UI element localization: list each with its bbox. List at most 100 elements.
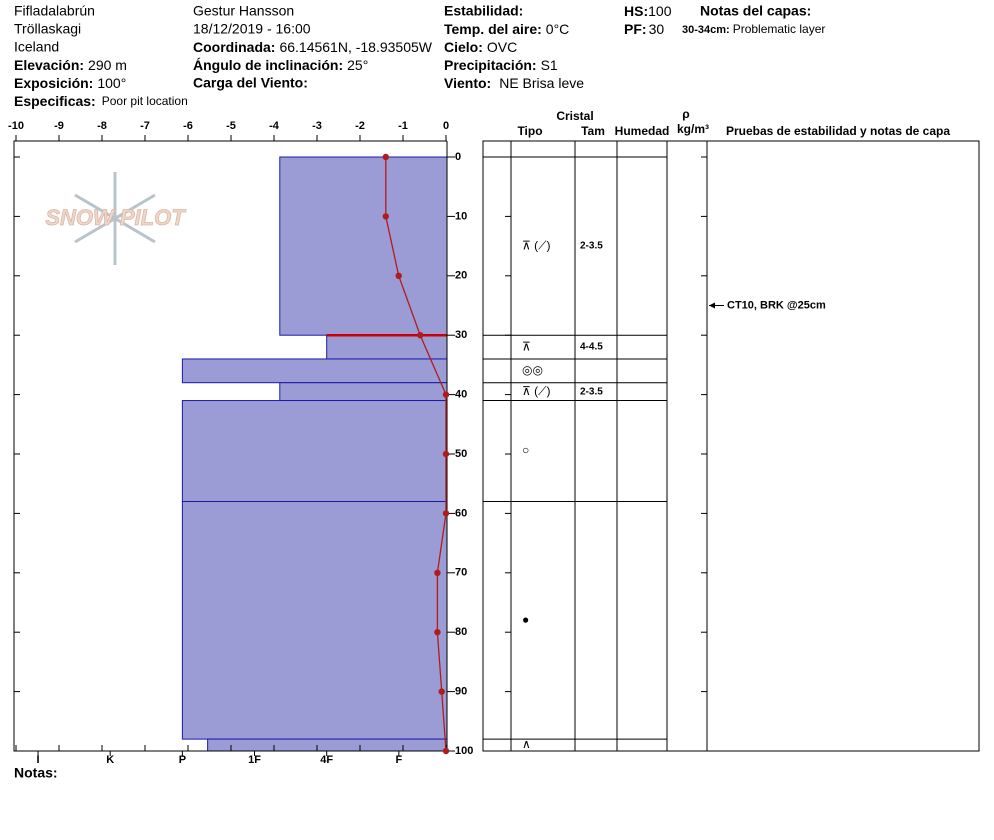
precipitation: Precipitación: S1: [444, 57, 558, 73]
value: OVC: [487, 39, 517, 55]
pf: PF: 30: [624, 21, 664, 37]
label: Temp. del aire:: [444, 21, 542, 37]
temperature-point: [442, 510, 450, 517]
y-tick-label: 50: [455, 448, 467, 460]
y-tick-label: 20: [455, 270, 467, 282]
text: Problematic layer: [733, 22, 826, 36]
datetime: 18/12/2019 - 16:00: [193, 21, 311, 37]
value: 100: [648, 3, 672, 19]
y-tick-label: 30: [455, 329, 467, 341]
test-note: CT10, BRK @25cm: [727, 299, 826, 311]
aspect: Exposición: 100°: [14, 75, 126, 91]
header-moisture: Humedad: [615, 124, 670, 138]
elevation: Elevación: 290 m: [14, 57, 127, 73]
header-size: Tam: [581, 124, 605, 138]
grain-type: ○: [522, 443, 529, 457]
grain-type: ◎◎: [522, 363, 543, 377]
place: Fifladalabrún: [14, 3, 95, 19]
temperature-point: [434, 569, 441, 576]
y-tick-label: 100: [455, 745, 473, 757]
y-tick-label: 10: [455, 210, 467, 222]
hardness-bar: [181, 501, 448, 740]
value: S1: [541, 57, 558, 73]
grain-size: 4-4.5: [580, 342, 603, 353]
hardness-tick-label: P: [179, 754, 186, 766]
hardness-bar: [207, 738, 448, 752]
temperature-point: [438, 688, 445, 695]
label: Ángulo de inclinación:: [193, 57, 343, 73]
temperature-point: [442, 747, 450, 755]
grain-type: ⊼ (⟋): [522, 238, 551, 252]
x-tick-label: -2: [355, 120, 365, 132]
value: 25°: [347, 57, 368, 73]
range: 30-34cm:: [682, 24, 730, 36]
temperature-point: [442, 450, 450, 458]
temperature-point: [417, 332, 424, 339]
grain-size: 2-3.5: [580, 386, 603, 397]
value: 30: [649, 21, 665, 37]
hardness-bar: [181, 358, 448, 384]
label: Exposición:: [14, 75, 93, 91]
x-tick-label: -4: [269, 120, 280, 132]
hardness-tick-label: K: [106, 754, 114, 766]
specifics: Especificas: Poor pit location: [14, 93, 188, 109]
flake: [74, 193, 156, 244]
value: NE Brisa leve: [499, 75, 584, 91]
layer-notes-label: Notas del capas:: [700, 3, 811, 19]
value: 100°: [97, 75, 126, 91]
test-arrowhead: [709, 302, 715, 309]
label: Viento:: [444, 75, 491, 91]
header-crystal: Cristal: [556, 109, 593, 123]
grain-type: ⊼: [522, 339, 531, 353]
y-tick-label: 70: [455, 567, 467, 579]
x-tick-label: -3: [312, 120, 322, 132]
y-tick-label: 60: [455, 507, 467, 519]
y-tick-label: 90: [455, 686, 467, 698]
hs: HS:100: [624, 3, 672, 19]
grain-type: ⊼ (⟋): [522, 384, 551, 398]
grain-size: 2-3.5: [580, 241, 603, 252]
header: Fifladalabrún Tröllaskagi Iceland Elevac…: [14, 3, 825, 109]
header-density-unit: kg/m³: [677, 122, 709, 136]
hardness-bar: [279, 382, 448, 402]
temperature-point: [442, 391, 450, 398]
x-tick-label: -10: [8, 120, 24, 132]
logo: [74, 172, 156, 265]
sky: Cielo: OVC: [444, 39, 517, 55]
header-type: Tipo: [517, 124, 542, 138]
notes-label: Notas:: [14, 765, 58, 781]
observer: Gestur Hansson: [193, 3, 294, 19]
grain-type: ∧: [522, 737, 531, 751]
header-density-symbol: ρ: [682, 107, 689, 121]
hardness-bar: [181, 400, 448, 503]
table-frame: [482, 140, 980, 752]
value: Poor pit location: [102, 94, 188, 108]
hardness-tick-label: F: [395, 754, 402, 766]
temperature-point: [382, 213, 389, 220]
hardness-tick-label: 4F: [320, 754, 333, 766]
coordinates: Coordinada: 66.14561N, -18.93505W: [193, 39, 433, 55]
label: Coordinada:: [193, 39, 275, 55]
y-tick-label: 40: [455, 389, 467, 401]
region: Tröllaskagi: [14, 21, 81, 37]
wind-loading: Carga del Viento:: [193, 75, 308, 91]
hardness-tick-label: 1F: [248, 754, 261, 766]
value: 66.14561N, -18.93505W: [279, 39, 432, 55]
grain-type: ●: [522, 612, 529, 626]
label: Precipitación:: [444, 57, 537, 73]
x-tick-label: -9: [54, 120, 64, 132]
air-temp: Temp. del aire: 0°C: [444, 21, 569, 37]
label: Cielo:: [444, 39, 483, 55]
stability: Estabilidad:: [444, 3, 523, 19]
x-tick-label: -5: [226, 120, 236, 132]
hardness-tick-label: I: [37, 754, 40, 766]
y-tick-label: 80: [455, 626, 467, 638]
temperature-point: [395, 272, 402, 279]
x-tick-label: -7: [140, 120, 150, 132]
label: PF:: [624, 21, 647, 37]
label: HS:: [624, 3, 648, 19]
country: Iceland: [14, 39, 59, 55]
x-tick-label: -1: [398, 120, 408, 132]
wind: Viento: NE Brisa leve: [444, 75, 584, 91]
